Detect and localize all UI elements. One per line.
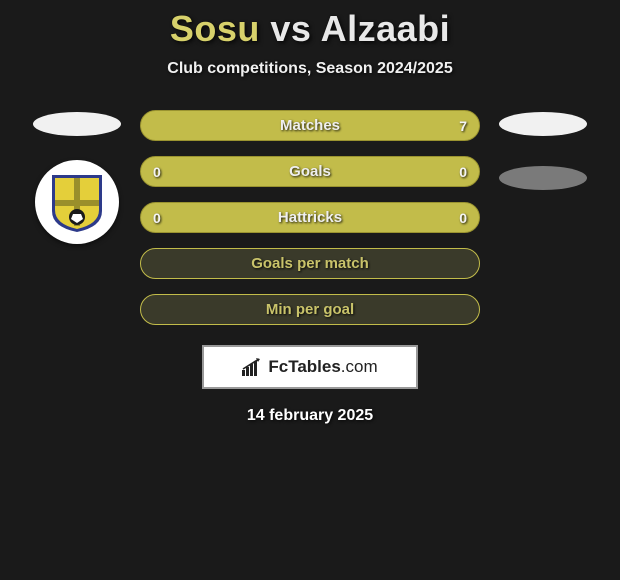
stat-label: Goals per match — [251, 255, 369, 272]
stat-label: Matches — [280, 117, 340, 134]
stat-label: Goals — [289, 163, 331, 180]
comparison-card: Sosu vs Alzaabi Club competitions, Seaso… — [0, 0, 620, 580]
stat-row-matches: Matches 7 — [140, 110, 480, 141]
stat-label: Hattricks — [278, 209, 342, 226]
main-area: Matches 7 0 Goals 0 0 Hattricks 0 Goals … — [0, 110, 620, 325]
stat-label: Min per goal — [266, 301, 354, 318]
subtitle: Club competitions, Season 2024/2025 — [167, 60, 452, 78]
brand-text: FcTables.com — [268, 357, 377, 377]
stat-row-min-per-goal: Min per goal — [140, 294, 480, 325]
title-player2: Alzaabi — [321, 8, 451, 49]
left-ellipse — [33, 112, 121, 136]
bar-chart-icon — [242, 358, 264, 376]
title-vs: vs — [270, 8, 311, 49]
right-ellipse-1 — [499, 112, 587, 136]
stat-row-goals-per-match: Goals per match — [140, 248, 480, 279]
page-title: Sosu vs Alzaabi — [170, 8, 450, 50]
stat-right-value: 0 — [459, 210, 467, 226]
club-badge[interactable] — [35, 160, 119, 244]
stats-column: Matches 7 0 Goals 0 0 Hattricks 0 Goals … — [140, 110, 480, 325]
right-ellipse-2 — [499, 166, 587, 190]
stat-right-value: 0 — [459, 164, 467, 180]
right-side — [498, 110, 588, 190]
brand-suffix: .com — [341, 357, 378, 376]
left-side — [32, 110, 122, 244]
brand-box[interactable]: FcTables.com — [202, 345, 418, 389]
title-player1: Sosu — [170, 8, 260, 49]
stat-row-goals: 0 Goals 0 — [140, 156, 480, 187]
stat-right-value: 7 — [459, 118, 467, 134]
stat-row-hattricks: 0 Hattricks 0 — [140, 202, 480, 233]
club-shield-icon — [50, 171, 104, 233]
stat-left-value: 0 — [153, 210, 161, 226]
stat-left-value: 0 — [153, 164, 161, 180]
brand-name: FcTables — [268, 357, 340, 376]
date-line: 14 february 2025 — [247, 407, 373, 425]
